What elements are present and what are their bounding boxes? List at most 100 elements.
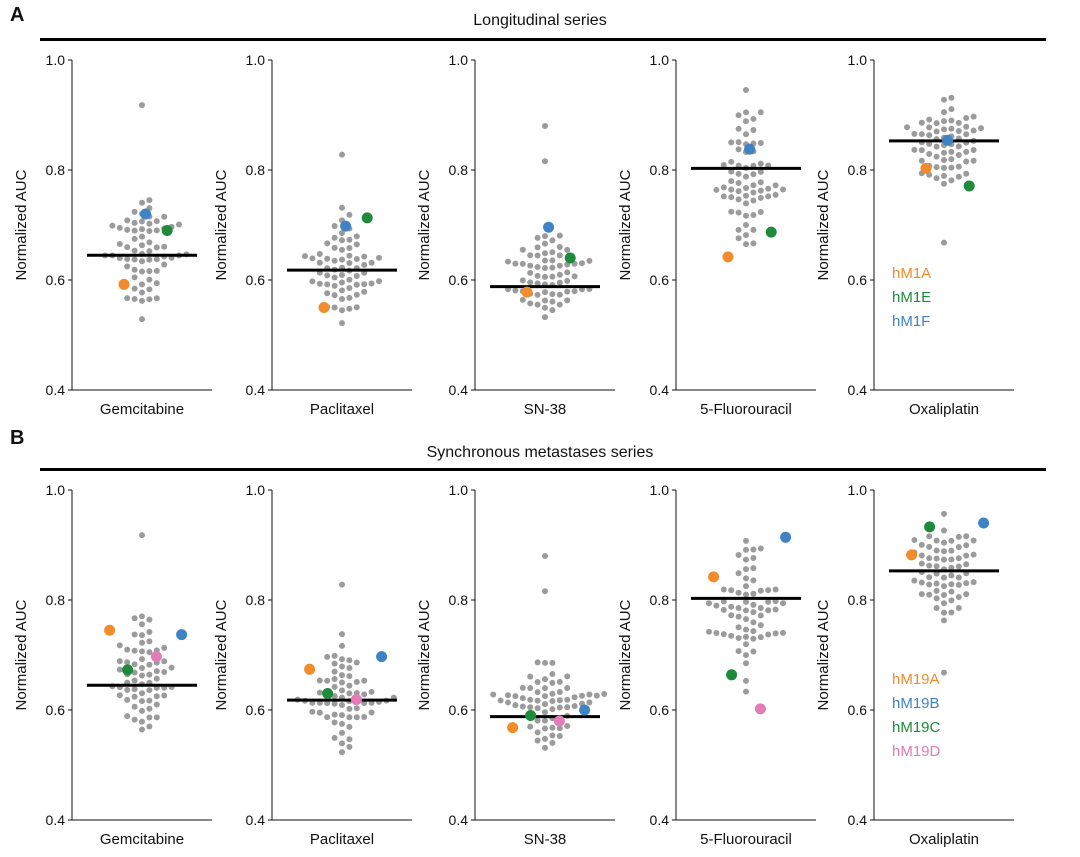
y-tick-label: 0.6 (46, 272, 66, 288)
sample-dot (146, 197, 153, 204)
sample-dot (542, 265, 548, 272)
sample-dot (376, 254, 382, 261)
sample-dot (168, 664, 175, 671)
sample-dot (743, 660, 749, 667)
sample-dot (339, 151, 345, 158)
sample-dot (586, 691, 593, 698)
highlight-dot-hm1e (564, 252, 576, 264)
sample-dot (139, 613, 145, 620)
sample-dot (346, 682, 353, 689)
sample-dot (963, 131, 970, 138)
sample-dot (309, 278, 316, 285)
sample-dot (139, 707, 145, 714)
sample-dot (176, 221, 182, 228)
sample-dot (735, 209, 742, 216)
sample-dot (131, 219, 138, 226)
sample-dot (339, 230, 345, 237)
y-tick-label: 0.6 (449, 702, 469, 718)
sample-dot (579, 692, 585, 699)
sample-dot (527, 704, 534, 711)
sample-dot (564, 696, 571, 703)
sample-dot (542, 233, 548, 240)
sample-dot (743, 87, 749, 94)
sample-dot (556, 271, 563, 278)
sample-dot (346, 714, 353, 721)
sample-dot (534, 705, 541, 712)
sample-dot (331, 234, 338, 241)
sample-dot (963, 114, 970, 121)
highlight-dot-hm1e (765, 226, 777, 238)
sample-dot (139, 297, 145, 304)
sample-dot (706, 628, 712, 635)
sample-dot (728, 194, 735, 201)
sample-dot (153, 668, 160, 675)
sample-dot (743, 688, 749, 695)
sample-dot (527, 723, 534, 730)
sample-dot (713, 602, 720, 609)
sample-dot (542, 709, 548, 716)
sample-dot (579, 260, 585, 267)
sample-dot (324, 240, 331, 247)
x-category-label: Oxaliplatin (909, 831, 979, 848)
sample-dot (735, 188, 742, 195)
sample-dot (512, 702, 519, 709)
sample-dot (941, 126, 947, 133)
panel-a-rule (40, 38, 1046, 41)
sample-dot (542, 240, 548, 247)
sample-dot (519, 695, 526, 702)
sample-dot (139, 218, 145, 225)
sample-dot (542, 553, 548, 559)
sample-dot (933, 563, 940, 570)
sample-dot (131, 661, 138, 668)
sample-dot (556, 704, 563, 711)
sample-dot (146, 671, 153, 678)
sample-dot (941, 118, 947, 125)
sample-dot (955, 119, 962, 126)
sample-dot (750, 648, 757, 655)
sample-dot (728, 632, 735, 639)
sample-dot (124, 696, 131, 703)
sample-dot (941, 96, 947, 103)
sample-dot (750, 240, 757, 247)
highlight-dot-hm19c (924, 521, 936, 533)
sample-dot (131, 693, 138, 700)
y-tick-label: 0.8 (848, 592, 868, 608)
sample-dot (948, 177, 955, 184)
sample-dot (571, 694, 578, 701)
panel-b-rule (40, 468, 1046, 471)
sample-dot (750, 628, 757, 635)
sample-dot (346, 665, 353, 672)
sample-dot (549, 739, 556, 746)
y-axis-label: Normalized AUC (617, 169, 634, 280)
sample-dot (743, 607, 749, 614)
sample-dot (933, 153, 940, 160)
sample-dot (542, 304, 548, 311)
y-tick-label: 0.6 (650, 272, 670, 288)
sample-dot (918, 591, 925, 598)
sample-dot (139, 316, 145, 323)
y-axis-label: Normalized AUC (13, 599, 30, 710)
sample-dot (728, 587, 735, 594)
sample-dot (534, 737, 541, 744)
sample-dot (743, 566, 749, 573)
sample-dot (926, 574, 933, 581)
sample-dot (549, 659, 556, 666)
sample-dot (353, 256, 360, 263)
y-axis-label: Normalized AUC (617, 599, 634, 710)
sample-dot (139, 664, 145, 671)
sample-dot (505, 692, 511, 699)
sample-dot (339, 663, 345, 670)
sample-dot (131, 703, 138, 710)
drug-panel-paclitaxel: 0.4 0.6 0.8 1.0 Normalized AUC Paclitaxel (213, 482, 412, 848)
sample-dot (161, 658, 168, 665)
sample-dot (361, 281, 368, 288)
sample-dot (353, 679, 360, 686)
sample-dot (948, 117, 955, 124)
sample-dot (750, 189, 757, 196)
sample-dot (757, 194, 764, 201)
sample-dot (549, 264, 556, 271)
sample-dot (743, 232, 749, 239)
sample-dot (564, 684, 571, 691)
y-tick-label: 0.4 (848, 812, 868, 828)
sample-dot (549, 671, 556, 678)
